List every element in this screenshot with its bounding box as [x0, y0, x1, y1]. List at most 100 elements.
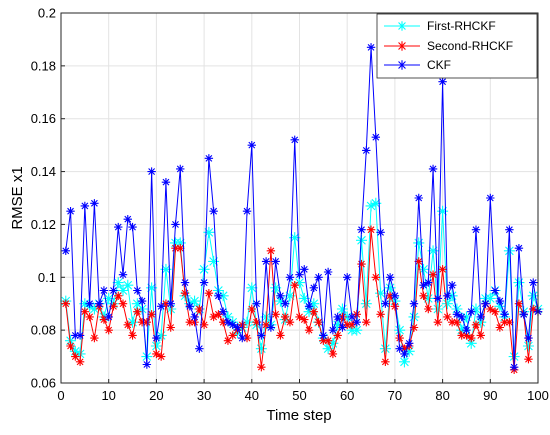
data-point-ckf: [304, 302, 314, 311]
data-point-second-rhckf: [309, 307, 319, 316]
data-point-ckf: [209, 207, 218, 216]
data-point-ckf: [357, 225, 366, 234]
data-point-ckf: [476, 312, 485, 322]
data-point-ckf: [343, 273, 352, 282]
data-point-second-rhckf: [133, 307, 142, 316]
data-point-ckf: [85, 299, 94, 308]
legend-label-ckf: CKF: [427, 58, 451, 72]
data-point-first-rhckf: [189, 295, 201, 307]
data-point-ckf: [400, 349, 409, 359]
data-point-second-rhckf: [462, 331, 471, 340]
series-second-rhckf: [61, 225, 543, 374]
data-point-ckf: [104, 312, 113, 322]
data-point-second-rhckf: [467, 333, 476, 343]
data-point-second-rhckf: [328, 349, 338, 359]
data-point-first-rhckf: [370, 197, 382, 209]
data-point-ckf: [114, 222, 123, 232]
data-point-ckf: [199, 278, 209, 287]
data-point-ckf: [452, 310, 462, 319]
data-point-second-rhckf: [228, 331, 237, 340]
data-point-ckf: [266, 323, 276, 332]
data-point-ckf: [176, 164, 185, 174]
data-point-first-rhckf: [432, 303, 444, 315]
data-point-second-rhckf: [385, 291, 395, 300]
data-point-first-rhckf: [522, 340, 534, 352]
data-point-first-rhckf: [484, 292, 496, 304]
data-point-ckf: [505, 225, 514, 234]
data-point-second-rhckf: [99, 315, 109, 324]
y-ticks: 0.06 0.08 0.1 0.12 0.14 0.16 0.18 0.2: [31, 6, 65, 391]
data-point-first-rhckf: [308, 298, 320, 310]
data-point-second-rhckf: [347, 320, 357, 330]
data-point-first-rhckf: [365, 200, 377, 212]
data-point-first-rhckf: [255, 343, 267, 355]
data-point-first-rhckf: [222, 311, 234, 323]
data-point-first-rhckf: [494, 300, 506, 312]
data-point-second-rhckf: [152, 349, 161, 359]
data-point-ckf: [414, 193, 423, 203]
x-tick-label: 10: [101, 388, 115, 403]
data-point-ckf: [319, 331, 328, 340]
data-point-first-rhckf: [294, 277, 305, 289]
data-point-first-rhckf: [127, 316, 139, 328]
data-point-ckf: [109, 286, 118, 295]
data-point-second-rhckf: [371, 273, 381, 282]
data-point-ckf: [314, 273, 323, 282]
data-point-second-rhckf: [147, 310, 156, 319]
data-point-second-rhckf: [338, 312, 347, 322]
data-point-ckf: [75, 331, 85, 340]
data-point-ckf: [223, 318, 233, 327]
data-point-ckf: [152, 333, 161, 343]
y-tick-label: 0.08: [31, 323, 56, 338]
data-point-ckf: [242, 207, 252, 216]
data-point-second-rhckf: [156, 352, 166, 361]
data-point-second-rhckf: [500, 318, 509, 327]
data-point-ckf: [457, 312, 466, 322]
data-point-second-rhckf: [381, 357, 390, 367]
data-point-first-rhckf: [403, 345, 415, 357]
data-point-first-rhckf: [203, 226, 215, 238]
x-tick-label: 90: [483, 388, 497, 403]
data-point-first-rhckf: [136, 303, 148, 315]
data-point-second-rhckf: [190, 318, 199, 327]
data-point-ckf: [257, 331, 266, 340]
data-point-ckf: [214, 291, 223, 300]
data-point-ckf: [161, 177, 171, 187]
data-point-ckf: [66, 207, 75, 216]
data-point-first-rhckf: [88, 303, 100, 315]
data-point-second-rhckf: [118, 299, 128, 308]
data-point-second-rhckf: [447, 318, 457, 327]
data-point-ckf: [185, 302, 194, 311]
data-point-ckf: [218, 307, 228, 316]
data-point-second-rhckf: [452, 318, 462, 327]
data-point-ckf: [338, 323, 347, 332]
x-ticks: 0 10 20 30 40 50 60 70 80 90 100: [57, 379, 549, 403]
data-point-ckf: [467, 307, 476, 316]
data-point-second-rhckf: [90, 333, 99, 343]
data-point-ckf: [519, 310, 528, 319]
data-point-first-rhckf: [146, 282, 158, 294]
x-tick-label: 50: [292, 388, 306, 403]
x-tick-label: 60: [340, 388, 354, 403]
data-point-ckf: [171, 220, 180, 229]
data-point-first-rhckf: [103, 292, 115, 304]
data-point-first-rhckf: [303, 306, 315, 318]
y-tick-label: 0.18: [31, 58, 56, 73]
data-point-second-rhckf: [414, 257, 423, 266]
data-point-first-rhckf: [441, 298, 453, 310]
data-point-ckf: [443, 291, 452, 300]
data-point-ckf: [280, 299, 290, 308]
x-tick-label: 40: [245, 388, 259, 403]
data-point-ckf: [204, 154, 214, 163]
data-point-ckf: [118, 270, 128, 279]
data-point-second-rhckf: [495, 323, 505, 332]
y-tick-label: 0.16: [31, 111, 56, 126]
data-point-second-rhckf: [123, 320, 132, 330]
data-point-first-rhckf: [160, 263, 172, 275]
data-point-ckf: [381, 299, 390, 308]
data-point-second-rhckf: [524, 355, 533, 364]
data-point-ckf: [80, 201, 90, 211]
legend-label-first-rhckf: First-RHCKF: [427, 19, 496, 33]
data-point-first-rhckf: [408, 311, 420, 323]
